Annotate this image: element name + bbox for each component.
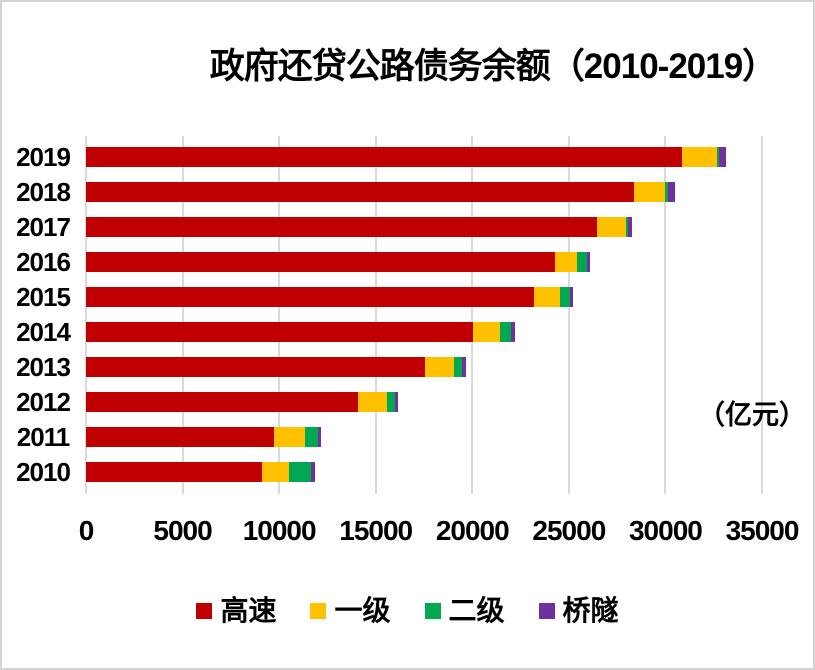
x-axis-label: 15000 [339,515,413,546]
bar-segment [304,427,318,447]
bar-segment [511,322,515,342]
bar-segment [86,392,358,412]
bar-segment [86,357,425,377]
chart-title: 政府还贷公路债务余额（2010-2019） [209,47,777,86]
gridline [567,136,570,494]
y-axis-label: 2012 [16,387,71,417]
gridline [471,136,474,494]
bar-row [86,182,676,202]
unit-label: （亿元） [698,400,806,430]
y-axis-label: 2017 [16,212,71,242]
x-axis-label: 35000 [725,515,800,546]
bar-segment [681,147,717,167]
bar-row [86,287,573,307]
legend-swatch-icon [538,603,555,619]
bar-row [86,392,398,412]
bar-segment [462,357,467,377]
legend-swatch-icon [310,603,327,619]
legend-item: 一级 [310,595,391,627]
x-axis-label: 25000 [532,515,606,546]
bar-segment [555,252,578,272]
bar-segment [424,357,455,377]
bar-segment [86,287,535,307]
y-axis-label: 2018 [16,177,71,207]
bar-row [86,147,726,167]
bar-segment [577,252,587,272]
bar-row [86,427,322,447]
bar-segment [86,252,556,272]
bar-segment [667,182,676,202]
bar-segment [261,462,289,482]
y-axis-label: 2011 [16,422,70,452]
gridline [278,136,281,494]
bar-segment [386,392,395,412]
gridline [374,136,377,494]
legend-item: 高速 [196,595,276,627]
legend-label: 高速 [220,595,277,626]
x-axis-label: 30000 [628,515,703,546]
bar-segment [86,147,682,167]
bar-row [86,217,632,237]
legend-label: 二级 [448,595,505,626]
plot-area [85,136,763,494]
y-axis-label: 2019 [16,142,71,172]
bar-segment [86,427,274,447]
bar-segment [357,392,387,412]
y-axis-label: 2016 [16,247,71,277]
bar-segment [499,322,512,342]
legend: 高速 一级 二级 桥隧 [2,594,813,628]
y-axis-label: 2013 [16,352,71,382]
bar-segment [627,217,632,237]
legend-item: 桥隧 [538,595,619,627]
bar-segment [716,147,720,167]
bar-segment [86,322,474,342]
x-axis-label: 20000 [435,515,510,546]
bar-segment [719,147,726,167]
bar-segment [86,217,598,237]
gridline [85,136,87,494]
bar-segment [625,217,628,237]
y-axis-label: 2014 [16,317,71,347]
bar-segment [473,322,500,342]
x-axis-label: 0 [78,515,95,546]
legend-label: 桥隧 [562,595,619,626]
bar-segment [311,462,316,482]
bar-segment [86,462,262,482]
y-axis-label: 2010 [16,457,71,487]
bar-segment [317,427,322,447]
bar-segment [560,287,571,307]
bar-segment [587,252,591,272]
x-axis-label: 5000 [153,515,212,546]
bar-segment [534,287,561,307]
bar-segment [86,182,635,202]
bar-segment [634,182,666,202]
bar-segment [288,462,312,482]
legend-swatch-icon [424,603,441,619]
bar-segment [570,287,573,307]
bar-segment [454,357,463,377]
legend-swatch-icon [196,603,213,619]
bar-segment [394,392,398,412]
bar-segment [665,182,668,202]
bar-row [86,357,467,377]
bar-row [86,462,316,482]
x-axis-label: 10000 [242,515,317,546]
bar-segment [597,217,626,237]
gridline [664,136,667,494]
legend-item: 二级 [424,595,505,627]
bar-row [86,252,591,272]
gridline [181,136,184,494]
bar-segment [273,427,305,447]
y-axis-label: 2015 [16,282,71,312]
gridline [761,136,763,494]
bar-row [86,322,515,342]
legend-label: 一级 [334,595,391,626]
